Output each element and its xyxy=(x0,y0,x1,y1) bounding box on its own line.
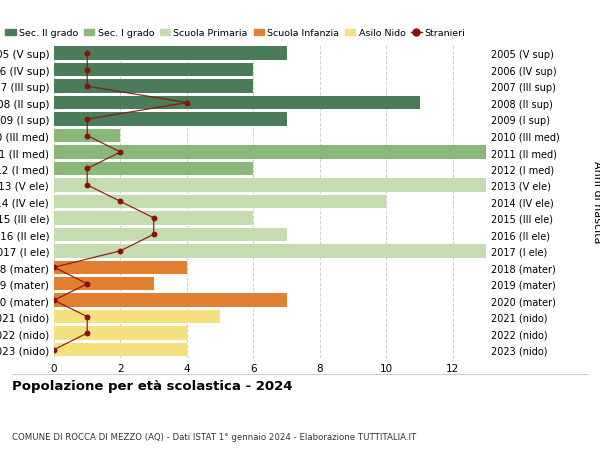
Point xyxy=(116,247,125,255)
Point xyxy=(82,330,92,337)
Bar xyxy=(54,47,287,61)
Bar xyxy=(54,195,386,209)
Bar xyxy=(54,179,486,192)
Bar xyxy=(54,294,287,307)
Text: Popolazione per età scolastica - 2024: Popolazione per età scolastica - 2024 xyxy=(12,380,293,392)
Text: COMUNE DI ROCCA DI MEZZO (AQ) - Dati ISTAT 1° gennaio 2024 - Elaborazione TUTTIT: COMUNE DI ROCCA DI MEZZO (AQ) - Dati IST… xyxy=(12,431,416,441)
Bar xyxy=(54,129,121,143)
Bar xyxy=(54,113,287,127)
Point xyxy=(49,297,59,304)
Bar xyxy=(54,261,187,274)
Text: Anni di nascita: Anni di nascita xyxy=(592,161,600,243)
Bar xyxy=(54,146,486,159)
Point xyxy=(116,198,125,206)
Bar xyxy=(54,310,220,324)
Bar xyxy=(54,277,154,291)
Point xyxy=(49,264,59,271)
Point xyxy=(82,133,92,140)
Bar xyxy=(54,228,287,241)
Bar xyxy=(54,327,187,340)
Point xyxy=(82,83,92,90)
Point xyxy=(82,165,92,173)
Point xyxy=(82,313,92,321)
Point xyxy=(149,231,158,239)
Bar xyxy=(54,343,187,357)
Bar xyxy=(54,245,486,258)
Point xyxy=(116,149,125,157)
Point xyxy=(82,280,92,288)
Point xyxy=(82,116,92,123)
Point xyxy=(82,182,92,189)
Bar xyxy=(54,162,253,176)
Bar xyxy=(54,97,419,110)
Point xyxy=(82,67,92,74)
Legend: Sec. II grado, Sec. I grado, Scuola Primaria, Scuola Infanzia, Asilo Nido, Stran: Sec. II grado, Sec. I grado, Scuola Prim… xyxy=(5,29,466,38)
Point xyxy=(149,215,158,222)
Point xyxy=(49,346,59,353)
Point xyxy=(82,50,92,58)
Bar xyxy=(54,64,253,77)
Bar xyxy=(54,212,253,225)
Point xyxy=(182,100,192,107)
Bar xyxy=(54,80,253,94)
